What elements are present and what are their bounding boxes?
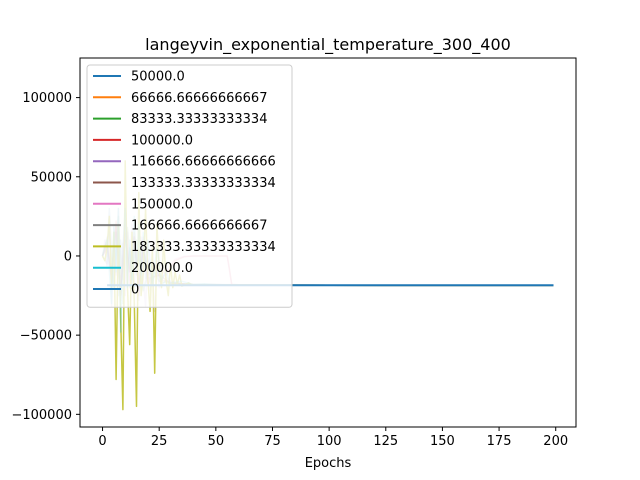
legend-label-4: 116666.66666666666 [131, 155, 276, 170]
legend-label-7: 166666.6666666667 [131, 219, 267, 234]
x-tick-label-5: 125 [373, 434, 398, 449]
legend-label-1: 66666.66666666667 [131, 91, 267, 106]
x-axis: 0 25 50 75 100 125 150 175 200 [98, 427, 568, 449]
legend: 50000.0 66666.66666666667 83333.3333333333… [86, 64, 293, 308]
plot-frame [79, 57, 577, 428]
x-tick-label-8: 200 [543, 434, 568, 449]
legend-label-9: 200000.0 [131, 261, 193, 276]
y-axis: −100000 −50000 0 50000 100000 [11, 91, 80, 423]
legend-label-2: 83333.33333333334 [131, 112, 267, 127]
x-tick-label-3: 75 [264, 434, 281, 449]
legend-label-5: 133333.33333333334 [131, 176, 276, 191]
x-tick-label-0: 0 [98, 434, 106, 449]
legend-label-10: 0 [131, 283, 139, 298]
x-tick-label-1: 25 [151, 434, 168, 449]
y-tick-label-0: −100000 [11, 408, 72, 423]
x-tick-label-7: 175 [487, 434, 512, 449]
x-tick-label-4: 100 [317, 434, 342, 449]
x-tick-label-6: 150 [430, 434, 455, 449]
x-axis-label: Epochs [305, 456, 352, 471]
y-tick-label-1: −50000 [20, 329, 72, 344]
legend-label-0: 50000.0 [131, 70, 185, 85]
legend-label-6: 150000.0 [131, 197, 193, 212]
legend-label-3: 100000.0 [131, 133, 193, 148]
x-tick-label-2: 50 [208, 434, 225, 449]
y-tick-label-4: 100000 [22, 91, 72, 106]
legend-box [86, 64, 293, 308]
y-tick-label-3: 50000 [31, 170, 72, 185]
y-tick-label-2: 0 [64, 249, 72, 264]
chart-title: langeyvin_exponential_temperature_300_40… [145, 35, 511, 55]
legend-label-8: 183333.33333333334 [131, 240, 276, 255]
